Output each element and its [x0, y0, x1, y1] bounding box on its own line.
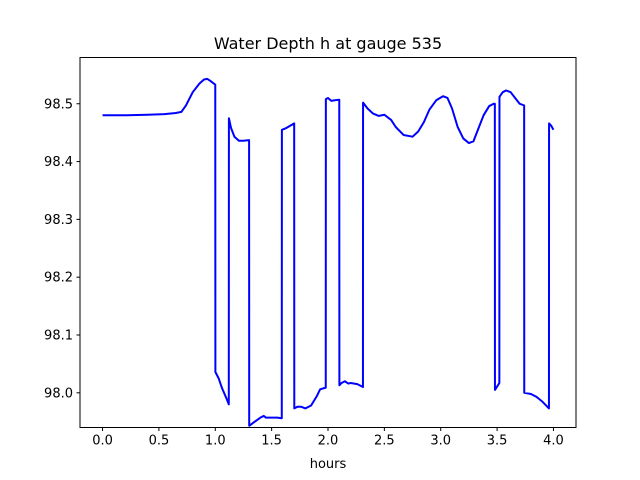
- y-tick-label: 98.4: [44, 155, 73, 170]
- x-tick-label: 4.0: [543, 434, 564, 449]
- y-tick-label: 98.1: [44, 329, 73, 344]
- y-tick-label: 98.0: [44, 386, 73, 401]
- plot-area-frame: [79, 57, 577, 428]
- x-tick-label: 3.0: [430, 434, 451, 449]
- y-tick-label: 98.5: [44, 97, 73, 112]
- y-axis-ticks: 98.0 98.1 98.2 98.3 98.4 98.5: [44, 97, 80, 401]
- x-axis-ticks: 0.0 0.5 1.0 1.5 2.0 2.5 3.0 3.5 4.0: [92, 427, 564, 449]
- x-tick-label: 1.0: [205, 434, 226, 449]
- x-tick-label: 0.5: [149, 434, 170, 449]
- x-tick-label: 0.0: [92, 434, 113, 449]
- x-tick-label: 1.5: [261, 434, 282, 449]
- x-tick-label: 2.5: [374, 434, 395, 449]
- y-tick-label: 98.3: [44, 213, 73, 228]
- y-tick-label: 98.2: [44, 271, 73, 286]
- x-axis-label: hours: [310, 457, 347, 472]
- series-line: [102, 77, 555, 427]
- x-tick-label: 2.0: [318, 434, 339, 449]
- chart-title: Water Depth h at gauge 535: [214, 34, 442, 53]
- x-tick-label: 3.5: [487, 434, 508, 449]
